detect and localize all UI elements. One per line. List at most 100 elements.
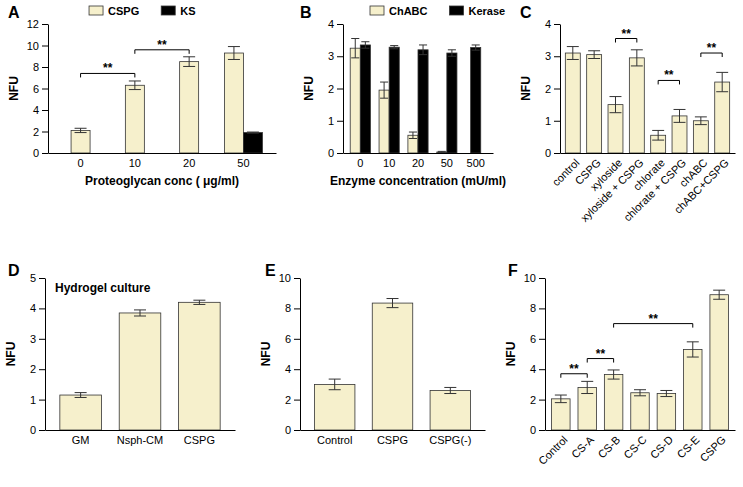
error-cap <box>608 369 620 370</box>
x-tick: Nsph-CM <box>117 434 163 446</box>
error-bar <box>384 82 385 98</box>
y-tick-label: 4 <box>33 104 39 116</box>
legend-swatch <box>89 6 103 15</box>
y-tick: 6 <box>33 83 48 95</box>
error-cap <box>387 298 399 299</box>
bar <box>430 390 470 430</box>
y-tick-mark <box>42 132 48 133</box>
y-axis-title: NFU <box>259 342 273 367</box>
x-tick-label: 20 <box>183 157 195 169</box>
x-tick: CSPG <box>377 434 408 446</box>
y-tick-label: 2 <box>530 394 536 406</box>
y-tick-mark <box>294 400 300 401</box>
error-bar <box>80 393 81 398</box>
y-tick: 12 <box>27 18 48 30</box>
error-bar <box>233 47 234 60</box>
error-bar <box>134 81 135 90</box>
bar <box>604 375 622 430</box>
x-axis: 0102050 <box>49 154 277 169</box>
error-cap <box>588 58 600 59</box>
error-cap <box>716 91 728 92</box>
error-cap <box>555 395 567 396</box>
bar <box>119 313 161 430</box>
x-axis-line <box>49 153 277 154</box>
bar <box>180 62 199 153</box>
error-cap <box>713 290 725 291</box>
bar <box>710 295 728 430</box>
y-tick-mark <box>337 121 343 122</box>
error-cap <box>438 151 446 152</box>
error-bar <box>450 387 451 393</box>
bar <box>684 349 702 430</box>
x-tick-label: CSPG <box>377 434 408 446</box>
legend-item: ChABC <box>370 5 428 17</box>
significance-label: ** <box>569 362 579 376</box>
error-cap <box>380 98 388 99</box>
x-axis-line <box>46 430 236 431</box>
x-tick: 0 <box>78 157 84 169</box>
y-tick: 3 <box>545 50 560 62</box>
y-tick: 0 <box>545 147 560 159</box>
significance-label: ** <box>649 312 659 326</box>
panel-label: C <box>520 4 532 21</box>
error-bar <box>594 51 595 59</box>
y-tick-label: 12 <box>27 18 39 30</box>
y-tick-mark <box>39 369 45 370</box>
y-tick-mark <box>337 153 343 154</box>
bar <box>224 53 243 153</box>
y-tick-label: 2 <box>328 83 334 95</box>
x-axis-title: Enzyme concentration (mU/ml) <box>330 174 506 188</box>
error-cap <box>380 82 388 83</box>
legend-item: KS <box>161 5 195 17</box>
y-tick: 4 <box>545 18 560 30</box>
x-axis-line <box>561 153 736 154</box>
y-tick-mark <box>39 339 45 340</box>
x-tick: chABC+CSPG <box>672 156 731 215</box>
bar <box>179 302 221 430</box>
error-cap <box>472 44 480 45</box>
error-cap <box>183 66 195 67</box>
y-tick: 4 <box>285 363 300 375</box>
y-tick: 0 <box>30 424 45 436</box>
y-tick: 8 <box>33 61 48 73</box>
y-tick: 0 <box>328 147 343 159</box>
error-bar <box>189 57 190 67</box>
legend-swatch <box>161 6 175 15</box>
y-tick: 10 <box>524 272 545 284</box>
error-cap <box>129 80 141 81</box>
y-axis-line <box>343 25 344 154</box>
x-tick: 20 <box>412 157 424 169</box>
y-tick-mark <box>554 89 560 90</box>
y-tick-label: 10 <box>524 272 536 284</box>
panel: 0246810120102050****NFUProteoglycan conc… <box>7 5 277 189</box>
bar <box>629 58 644 153</box>
y-axis-line <box>48 25 49 154</box>
plot-area <box>71 47 262 153</box>
error-bar <box>365 42 366 48</box>
y-tick: 8 <box>285 302 300 314</box>
error-cap <box>567 59 579 60</box>
error-cap <box>448 49 456 50</box>
panel-label: E <box>265 262 276 279</box>
error-cap <box>134 309 146 310</box>
y-tick: 8 <box>530 302 545 314</box>
y-tick-label: 0 <box>545 147 551 159</box>
significance-label: ** <box>157 38 167 52</box>
y-axis-line <box>45 279 46 431</box>
error-cap <box>228 59 240 60</box>
error-cap <box>448 56 456 57</box>
y-tick-label: 0 <box>285 424 291 436</box>
x-tick: 500 <box>467 157 485 169</box>
error-cap <box>193 300 205 301</box>
x-axis: ControlCSPGCSPG(-) <box>301 431 486 446</box>
y-tick: 0 <box>33 147 48 159</box>
error-cap <box>361 41 369 42</box>
y-tick-mark <box>337 24 343 25</box>
y-tick: 2 <box>530 394 545 406</box>
bar <box>243 133 262 153</box>
bar <box>418 50 428 153</box>
y-tick: 1 <box>30 394 45 406</box>
significance-label: ** <box>707 41 717 55</box>
error-cap <box>75 132 87 133</box>
error-cap <box>75 397 87 398</box>
